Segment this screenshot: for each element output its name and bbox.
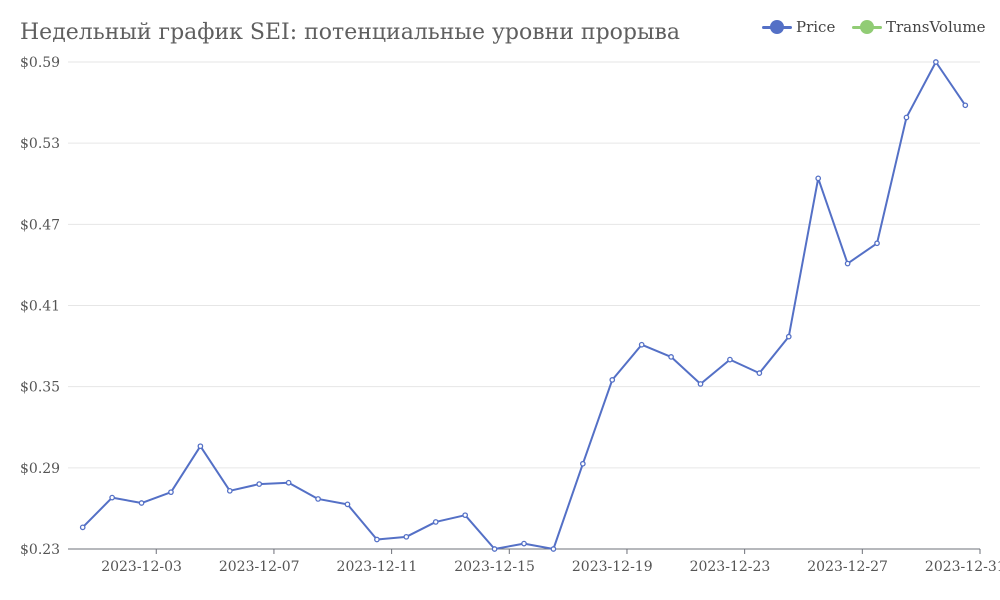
y-tick-label: $0.41 — [20, 299, 60, 315]
data-point — [844, 260, 851, 267]
data-point — [197, 443, 204, 450]
x-tick-label: 2023-12-23 — [690, 559, 771, 575]
data-point — [521, 540, 527, 547]
legend-item-price[interactable]: Price — [762, 18, 835, 36]
data-point — [785, 333, 792, 340]
legend-price-label: Price — [796, 18, 836, 36]
data-point — [315, 496, 321, 502]
y-tick-label: $0.35 — [20, 380, 60, 396]
data-point — [256, 481, 263, 487]
data-point — [962, 102, 969, 109]
data-point — [491, 546, 498, 552]
x-tick-label: 2023-12-19 — [572, 559, 653, 575]
y-tick-label: $0.23 — [20, 542, 60, 558]
data-point — [933, 59, 939, 65]
x-tick-label: 2023-12-31 — [925, 559, 1000, 575]
y-tick-label: $0.29 — [20, 461, 60, 477]
data-point — [727, 356, 733, 363]
chart-title: Недельный график SEI: потенциальные уров… — [20, 20, 681, 45]
data-point — [285, 479, 292, 486]
y-tick-label: $0.53 — [20, 136, 60, 152]
x-tick-label: 2023-12-27 — [807, 559, 888, 575]
data-point — [697, 381, 704, 387]
data-point — [432, 519, 439, 525]
data-point — [874, 240, 880, 247]
legend-price-swatch — [762, 20, 792, 34]
data-point — [815, 175, 822, 182]
data-point — [79, 524, 86, 531]
data-point — [579, 460, 586, 467]
data-point — [168, 489, 174, 496]
data-point — [403, 533, 410, 540]
y-tick-label: $0.59 — [20, 55, 60, 71]
data-point — [668, 354, 674, 360]
data-point — [226, 487, 233, 494]
data-point — [756, 370, 763, 376]
data-point — [903, 114, 910, 121]
y-tick-label: $0.47 — [20, 217, 60, 233]
legend-item-transvolume[interactable]: TransVolume — [852, 18, 986, 36]
data-point — [374, 536, 380, 543]
data-point — [344, 501, 351, 508]
x-tick-label: 2023-12-03 — [101, 559, 182, 575]
data-point — [109, 494, 115, 501]
legend-transvolume-swatch — [852, 20, 882, 34]
x-tick-label: 2023-12-15 — [454, 559, 535, 575]
data-point — [462, 512, 469, 519]
data-point — [609, 377, 616, 383]
x-tick-label: 2023-12-07 — [219, 559, 300, 575]
data-point — [638, 341, 645, 348]
legend-transvolume-label: TransVolume — [886, 18, 986, 36]
data-point — [550, 546, 557, 552]
x-tick-label: 2023-12-11 — [337, 559, 418, 575]
data-point — [138, 500, 145, 506]
